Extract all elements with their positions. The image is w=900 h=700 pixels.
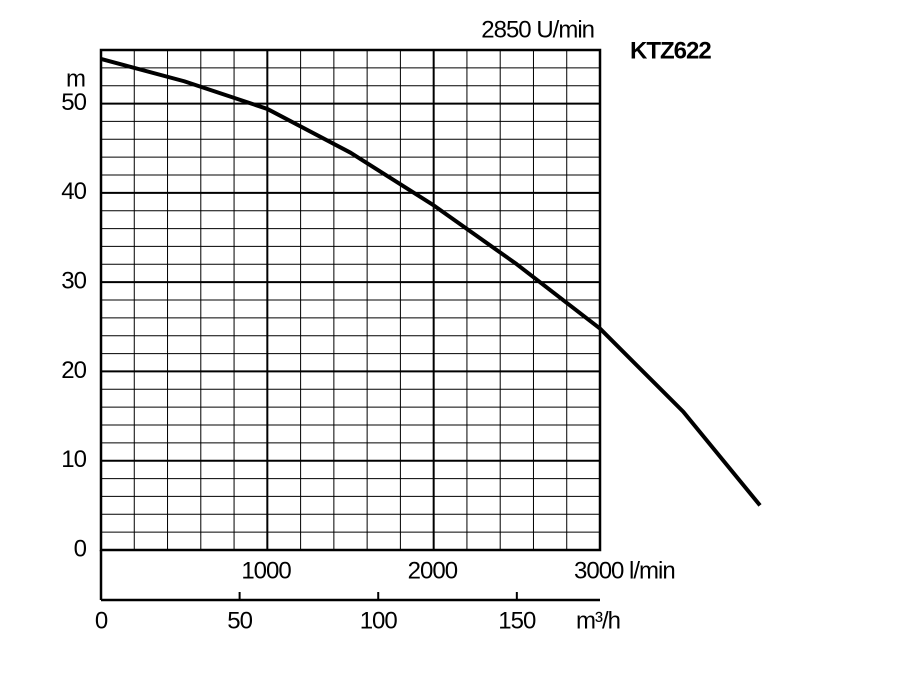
annotation: 2850 U/min [481, 16, 594, 43]
curve [100, 56, 762, 507]
x-tick-label: 2000 [408, 557, 458, 584]
x2-tick-label: 100 [360, 607, 398, 634]
x2-tick-label: 50 [227, 607, 252, 634]
y-tick-label: 30 [61, 267, 86, 294]
y-tick-label: 20 [61, 357, 86, 384]
y-tick-label: 10 [61, 446, 86, 473]
plot-frame [99, 48, 602, 552]
x2-axis-label: m³/h [576, 607, 620, 634]
y-tick-label: 0 [74, 535, 87, 562]
chart-title: KTZ622 [630, 37, 711, 64]
y-axis-label: m [66, 65, 85, 92]
x2-tick-label: 150 [498, 607, 536, 634]
y-tick-label: 50 [61, 89, 86, 116]
x-tick-label: 1000 [241, 557, 291, 584]
y-tick-label: 40 [61, 178, 86, 205]
x-tick-label: 3000 l/min [574, 557, 675, 584]
x2-tick-label: 0 [95, 607, 108, 634]
